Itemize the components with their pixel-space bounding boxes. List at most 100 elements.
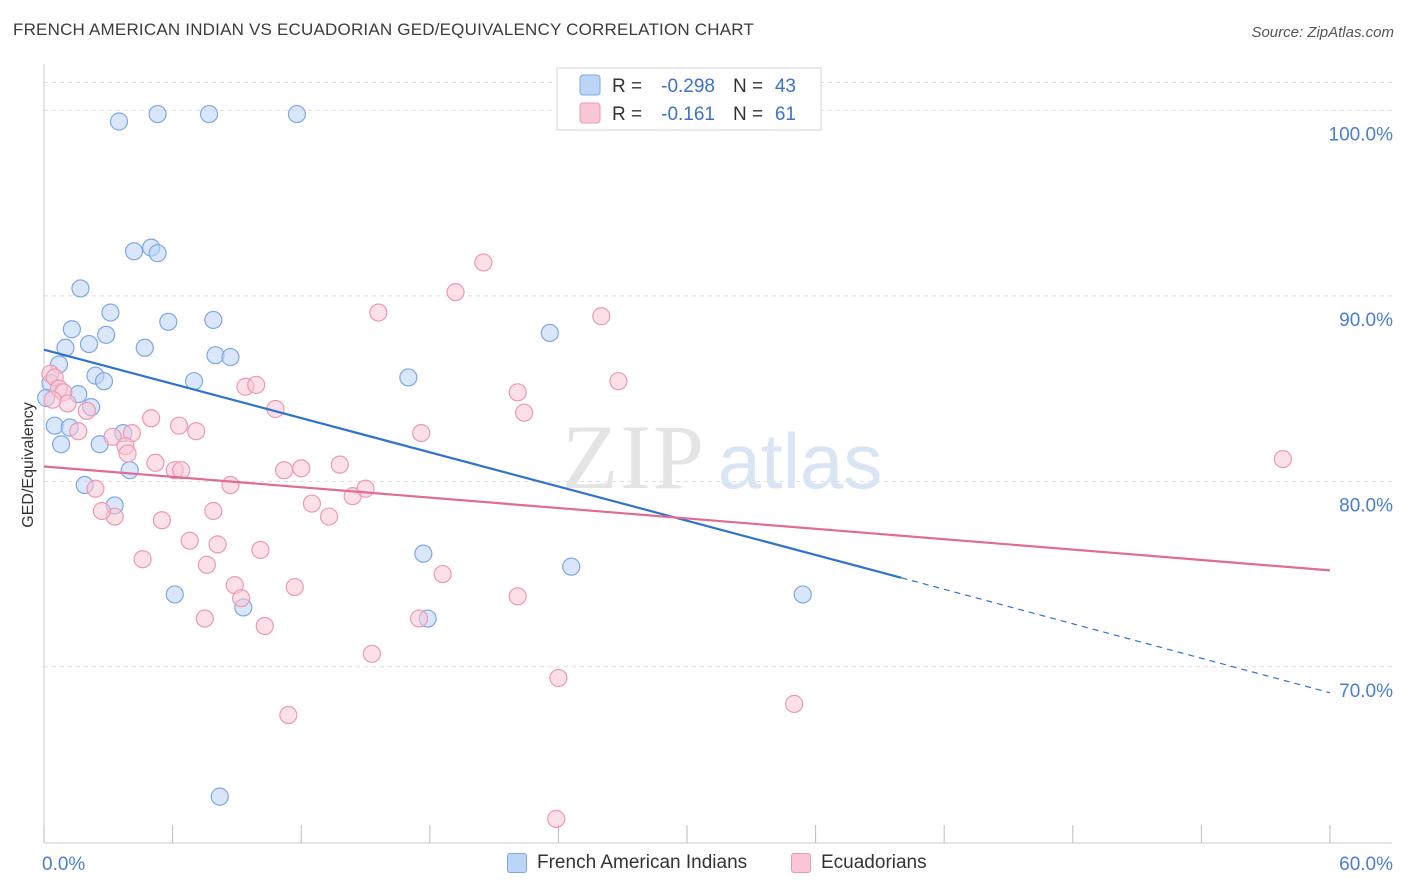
point-ecuadorian	[247, 375, 266, 394]
point-ecuadorian	[43, 390, 62, 409]
point-french-american-indian	[206, 346, 225, 365]
trend-lines	[43, 348, 1331, 694]
point-french-american-indian	[221, 347, 240, 367]
point-ecuadorian	[77, 401, 96, 420]
point-ecuadorian	[356, 479, 375, 498]
legend-swatch-blue	[507, 853, 527, 873]
stats-swatch-blue	[579, 74, 601, 96]
point-french-american-indian	[199, 104, 219, 124]
point-ecuadorian	[592, 307, 611, 326]
point-ecuadorian	[302, 494, 322, 513]
legend-item-french-american-indians: French American Indians	[507, 852, 747, 874]
stats-r-value-1: -0.298	[661, 76, 715, 97]
point-ecuadorian	[609, 372, 628, 391]
point-ecuadorian	[251, 540, 270, 560]
point-ecuadorian	[103, 427, 122, 446]
series-legend: French American Indians Ecuadorians	[0, 852, 1406, 878]
point-french-american-indian	[159, 312, 178, 331]
stats-n-label-1: N =	[733, 76, 763, 97]
y-tick-label: 80.0%	[1339, 495, 1393, 516]
point-french-american-indian	[148, 244, 167, 263]
point-french-american-indian	[399, 368, 418, 387]
trendline-french-american-indians	[43, 348, 902, 579]
point-ecuadorian	[508, 587, 527, 606]
point-french-american-indian	[101, 303, 120, 322]
point-ecuadorian	[187, 422, 206, 441]
axes	[43, 64, 1392, 844]
stats-r-value-2: -0.161	[661, 104, 715, 125]
point-ecuadorian	[549, 668, 568, 688]
point-french-american-indian	[210, 787, 229, 806]
point-ecuadorian	[195, 609, 214, 628]
legend-label-french-american-indians: French American Indians	[537, 852, 748, 873]
point-ecuadorian	[412, 423, 431, 443]
watermark-atlas: atlas	[718, 417, 883, 505]
point-french-american-indian	[287, 104, 307, 124]
point-ecuadorian	[409, 609, 429, 628]
point-french-american-indian	[562, 557, 581, 576]
trendline-extension	[901, 577, 1331, 694]
source-label: Source: ZipAtlas.com	[1251, 24, 1394, 41]
point-ecuadorian	[446, 283, 465, 302]
point-ecuadorian	[172, 461, 191, 480]
point-ecuadorian	[474, 253, 493, 272]
point-french-american-indian	[71, 279, 90, 298]
x-tick-label: 0.0%	[42, 854, 85, 875]
stats-n-label-2: N =	[733, 104, 763, 125]
point-ecuadorian	[279, 705, 298, 725]
point-ecuadorian	[292, 459, 311, 478]
point-ecuadorian	[785, 694, 804, 713]
point-ecuadorian	[146, 453, 165, 472]
point-french-american-indian	[165, 585, 184, 604]
y-tick-label: 100.0%	[1329, 124, 1394, 145]
data-points	[37, 104, 1292, 828]
point-ecuadorian	[58, 394, 77, 413]
watermark-zip: ZIP	[562, 406, 706, 508]
point-ecuadorian	[152, 511, 171, 530]
legend-label-ecuadorians: Ecuadorians	[821, 852, 927, 873]
grid-lines	[44, 82, 1392, 668]
point-ecuadorian	[221, 475, 240, 495]
point-french-american-indian	[52, 435, 71, 454]
point-ecuadorian	[319, 507, 339, 526]
stats-swatch-pink	[579, 102, 601, 124]
point-french-american-indian	[204, 310, 223, 330]
point-french-american-indian	[124, 242, 144, 261]
point-french-american-indian	[540, 323, 559, 343]
stats-legend: R = -0.298 N = 43 R = -0.161 N = 61	[556, 67, 822, 131]
y-tick-label: 70.0%	[1339, 681, 1393, 702]
legend-swatch-pink	[791, 853, 811, 873]
point-ecuadorian	[330, 455, 349, 474]
point-ecuadorian	[433, 564, 452, 584]
point-ecuadorian	[69, 422, 88, 441]
point-ecuadorian	[285, 577, 304, 597]
point-french-american-indian	[45, 416, 64, 435]
point-ecuadorian	[274, 461, 294, 480]
stats-r-label-2: R =	[612, 104, 642, 125]
stats-n-value-1: 43	[775, 76, 796, 97]
point-ecuadorian	[208, 535, 227, 554]
point-french-american-indian	[148, 104, 167, 124]
point-ecuadorian	[1273, 449, 1292, 469]
point-ecuadorian	[133, 550, 152, 569]
stats-n-value-2: 61	[775, 104, 796, 125]
point-ecuadorian	[180, 531, 199, 550]
point-french-american-indian	[94, 372, 114, 391]
point-ecuadorian	[255, 616, 274, 636]
point-french-american-indian	[120, 461, 139, 480]
point-ecuadorian	[169, 416, 189, 435]
point-ecuadorian	[508, 383, 527, 402]
point-french-american-indian	[97, 325, 116, 344]
point-ecuadorian	[197, 555, 216, 574]
point-french-american-indian	[793, 585, 812, 604]
point-ecuadorian	[92, 501, 111, 521]
point-ecuadorian	[142, 409, 161, 428]
trendline-ecuadorians	[43, 465, 1331, 572]
point-french-american-indian	[79, 334, 99, 354]
y-tick-label: 90.0%	[1339, 310, 1393, 331]
chart-title: FRENCH AMERICAN INDIAN VS ECUADORIAN GED…	[13, 20, 755, 39]
point-french-american-indian	[414, 544, 433, 563]
point-french-american-indian	[109, 112, 129, 131]
point-ecuadorian	[362, 644, 382, 663]
